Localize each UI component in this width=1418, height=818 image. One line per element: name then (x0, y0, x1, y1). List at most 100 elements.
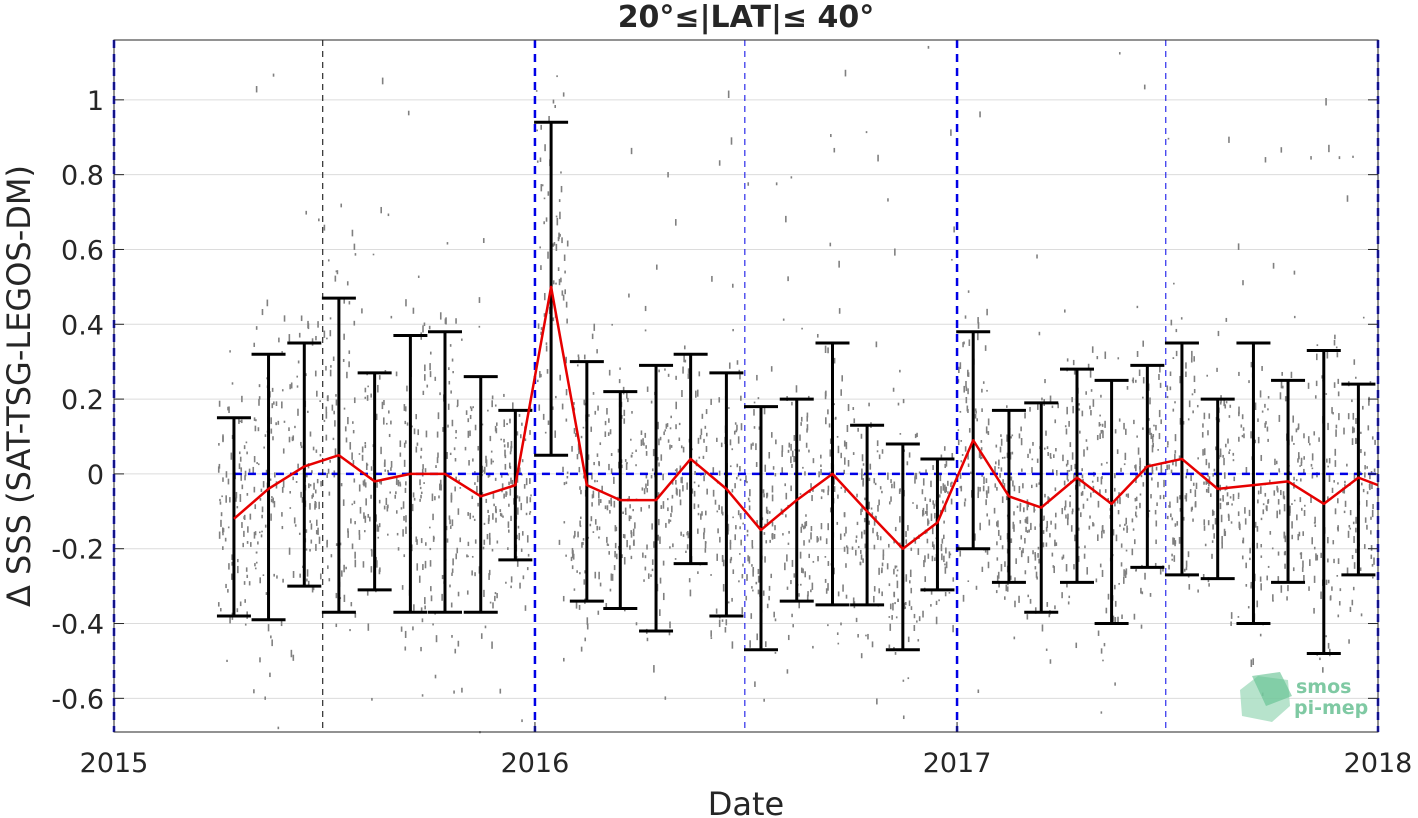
scatter-point (1329, 596, 1332, 601)
scatter-point (1337, 378, 1340, 384)
scatter-point (1123, 463, 1126, 466)
scatter-point (1134, 465, 1136, 469)
scatter-point (1114, 600, 1117, 607)
scatter-point (1014, 577, 1016, 582)
scatter-point (624, 459, 627, 462)
scatter-point (889, 623, 892, 631)
scatter-point (564, 289, 567, 295)
scatter-point (1064, 309, 1066, 313)
scatter-point (455, 553, 458, 560)
scatter-point (343, 298, 346, 304)
x-axis-label: Date (708, 785, 784, 818)
scatter-point (407, 110, 410, 116)
scatter-point (528, 512, 531, 515)
scatter-point (238, 451, 241, 455)
scatter-point (1065, 514, 1067, 519)
scatter-point (1006, 405, 1008, 408)
scatter-point (872, 527, 874, 534)
scatter-point (381, 401, 384, 410)
scatter-point (1101, 530, 1103, 539)
scatter-point (995, 444, 998, 448)
scatter-point (1138, 369, 1141, 376)
scatter-point (608, 463, 610, 471)
scatter-point (422, 325, 424, 333)
scatter-point (597, 405, 599, 411)
scatter-point (1254, 521, 1257, 528)
scatter-point (1300, 462, 1303, 466)
scatter-point (960, 460, 963, 463)
scatter-point (1142, 340, 1145, 347)
scatter-point (1269, 479, 1271, 484)
scatter-point (959, 410, 962, 413)
scatter-point (799, 551, 802, 559)
scatter-point (680, 531, 682, 536)
scatter-point (499, 509, 502, 512)
scatter-point (1044, 493, 1046, 498)
scatter-point (1353, 427, 1355, 433)
scatter-point (697, 512, 700, 516)
scatter-point (1284, 550, 1287, 556)
scatter-point (1238, 436, 1240, 442)
scatter-point (332, 356, 335, 361)
scatter-point (621, 415, 623, 419)
scatter-point (862, 463, 865, 466)
scatter-point (1237, 497, 1240, 499)
scatter-point (799, 434, 801, 441)
scatter-point (399, 481, 401, 484)
scatter-point (675, 375, 677, 380)
scatter-point (1222, 495, 1224, 500)
scatter-point (644, 329, 647, 332)
scatter-point (1034, 607, 1037, 614)
scatter-point (659, 536, 661, 544)
scatter-point (687, 531, 689, 536)
scatter-point (243, 516, 245, 520)
scatter-point (770, 432, 773, 438)
scatter-point (545, 342, 548, 345)
scatter-point (472, 458, 474, 462)
scatter-point (539, 371, 541, 378)
scatter-point (225, 471, 228, 478)
scatter-point (447, 424, 449, 428)
scatter-point (270, 513, 272, 521)
scatter-point (1065, 564, 1068, 572)
scatter-point (1102, 659, 1104, 662)
scatter-point (658, 369, 660, 373)
scatter-point (1229, 404, 1232, 408)
scatter-point (281, 389, 284, 392)
scatter-point (862, 481, 864, 487)
scatter-point (1168, 505, 1170, 508)
scatter-point (987, 486, 990, 494)
scatter-point (718, 470, 721, 476)
scatter-point (948, 592, 951, 594)
scatter-point (485, 498, 488, 503)
scatter-point (1222, 498, 1224, 502)
scatter-point (289, 384, 291, 390)
scatter-point (878, 588, 881, 594)
scatter-point (739, 466, 741, 472)
scatter-point (1027, 594, 1030, 598)
scatter-point (222, 528, 225, 533)
scatter-point (1081, 410, 1084, 417)
scatter-point (390, 467, 392, 471)
scatter-point (771, 521, 774, 527)
scatter-point (675, 479, 677, 485)
scatter-point (926, 510, 928, 516)
scatter-point (1182, 421, 1185, 425)
scatter-point (472, 515, 475, 518)
scatter-point (377, 536, 380, 539)
scatter-point (1278, 468, 1280, 472)
scatter-point (561, 290, 564, 296)
scatter-point (1069, 495, 1072, 498)
scatter-point (1000, 564, 1003, 572)
scatter-point (1133, 613, 1136, 620)
scatter-point (296, 385, 299, 388)
scatter-point (573, 588, 576, 591)
scatter-point (1026, 499, 1029, 502)
scatter-point (1256, 600, 1259, 608)
scatter-point (615, 553, 618, 560)
scatter-point (543, 313, 546, 317)
scatter-point (403, 442, 406, 448)
scatter-point (220, 519, 222, 527)
scatter-point (366, 395, 369, 401)
scatter-point (660, 454, 663, 461)
